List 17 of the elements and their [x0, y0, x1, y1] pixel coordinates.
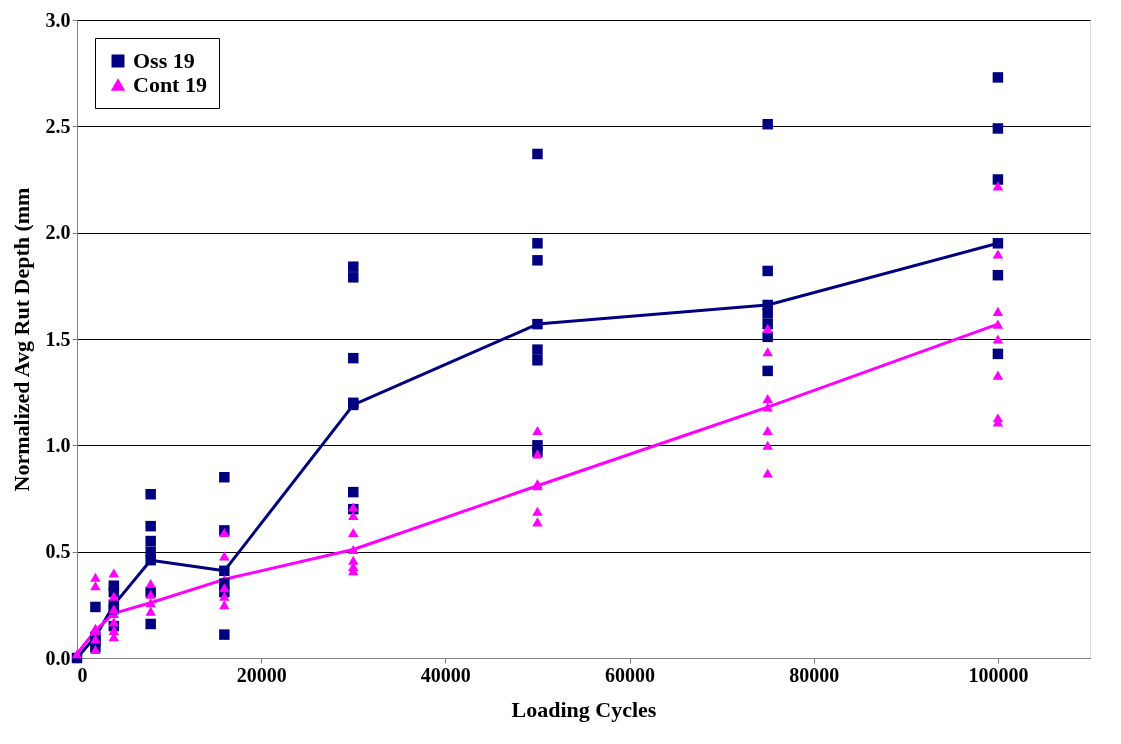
legend-label: Oss 19 — [133, 48, 195, 73]
x-tick-label: 20000 — [236, 663, 287, 686]
x-tick-label: 0 — [77, 663, 88, 686]
x-tick-label: 100000 — [968, 663, 1029, 686]
y-tick-label: 0.5 — [45, 540, 71, 563]
y-axis-title: Normalized Avg Rut Depth (mm — [8, 187, 34, 492]
y-tick-label: 2.5 — [45, 114, 71, 137]
y-tick-label: 0.0 — [45, 646, 71, 669]
legend-label: Cont 19 — [133, 72, 207, 97]
x-axis-title: Loading Cycles — [511, 696, 657, 722]
y-tick-label: 3.0 — [45, 8, 71, 31]
y-tick-label: 1.0 — [45, 433, 71, 456]
y-tick-label: 1.5 — [45, 327, 71, 350]
x-tick-label: 60000 — [605, 663, 656, 686]
x-tick-label: 80000 — [789, 663, 840, 686]
y-tick-label: 2.0 — [45, 221, 71, 244]
x-tick-label: 40000 — [420, 663, 471, 686]
